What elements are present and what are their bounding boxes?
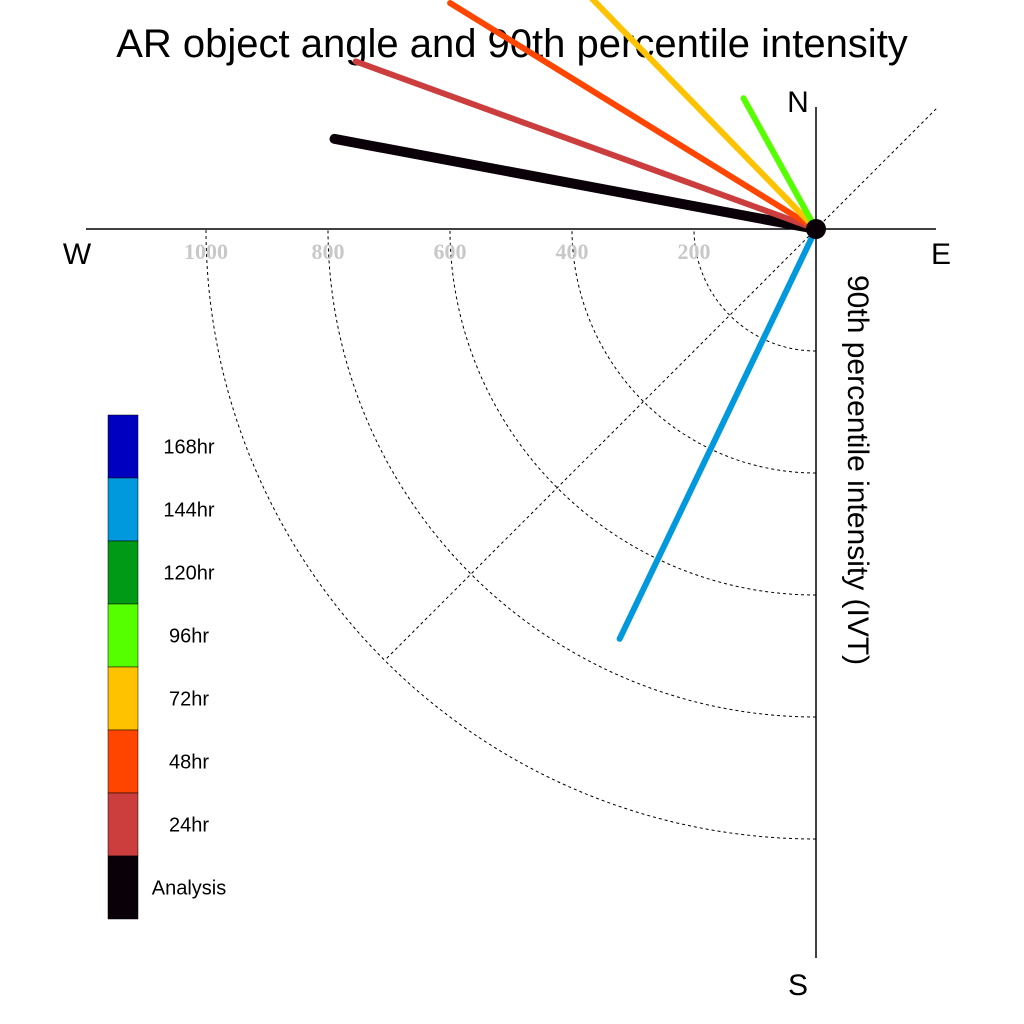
- legend-swatch: [107, 414, 139, 479]
- legend-swatch: [107, 603, 139, 668]
- series-line-24hr: [352, 58, 819, 232]
- legend-swatch: [107, 729, 139, 794]
- series-line-144hr: [616, 226, 819, 642]
- radial-tick-label: 600: [434, 239, 467, 264]
- radial-ring: [449, 228, 817, 596]
- legend-swatch: [107, 666, 139, 731]
- series-line-48hr: [447, 0, 819, 232]
- series-line-analysis: [329, 133, 821, 234]
- radial-rings: [205, 228, 817, 840]
- radial-ring: [693, 228, 817, 352]
- legend-label: Analysis: [152, 878, 226, 900]
- radial-tick-label: 400: [556, 239, 589, 264]
- radial-tick-label: 200: [678, 239, 711, 264]
- legend-swatch: [107, 855, 139, 920]
- legend-label: 72hr: [169, 689, 209, 711]
- series-lines: [329, 0, 826, 642]
- legend-label: 48hr: [169, 752, 209, 774]
- diagonal-ne-sw-guide: [384, 108, 937, 661]
- radial-tick-label: 800: [312, 239, 345, 264]
- radial-ring: [205, 228, 817, 840]
- compass-west-label: W: [63, 238, 92, 271]
- radial-tick-label: 1000: [184, 239, 228, 264]
- y-axis-label: 90th percentile intensity (IVT): [841, 275, 874, 665]
- radial-ring: [571, 228, 817, 474]
- compass-north-label: N: [787, 86, 809, 119]
- legend-label: 120hr: [163, 563, 214, 585]
- radial-tick-labels: 200 400 600 800 1000: [184, 239, 711, 264]
- legend-label: 96hr: [169, 626, 209, 648]
- legend-swatch: [107, 792, 139, 857]
- compass-east-label: E: [931, 238, 951, 271]
- origin-point: [806, 219, 826, 239]
- series-line-72hr: [589, 0, 819, 232]
- legend-label: 144hr: [163, 500, 214, 522]
- legend-label: 168hr: [163, 437, 214, 459]
- series-line-96hr: [740, 95, 819, 232]
- legend-label: 24hr: [169, 815, 209, 837]
- legend-swatch: [107, 477, 139, 542]
- legend-swatch: [107, 540, 139, 605]
- legend: 168hr 144hr 120hr 96hr 72hr 48hr 24hr Analysis: [107, 414, 226, 920]
- compass-south-label: S: [788, 969, 808, 1002]
- radial-ring: [327, 228, 817, 718]
